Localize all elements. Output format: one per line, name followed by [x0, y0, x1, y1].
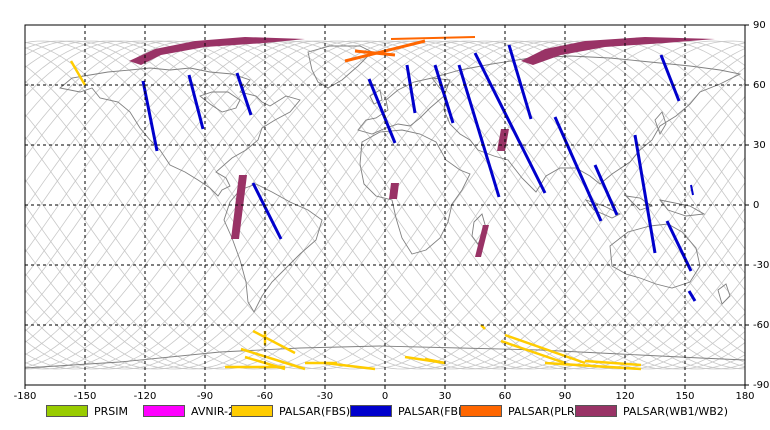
swath-fbs — [424, 357, 446, 365]
swath-fbd — [405, 64, 417, 114]
legend-label: AVNIR-2 — [191, 404, 235, 418]
y-tick-label: -90 — [753, 380, 769, 391]
swath-fbd — [473, 52, 547, 194]
swath-fbd — [507, 44, 533, 120]
swath-fbs — [480, 324, 486, 330]
x-tick-label: 0 — [382, 391, 388, 400]
orbit-track — [25, 40, 745, 370]
coverage-map: -180 -150 -120 -90 -60 -30 0 30 60 90 120 150 180 90… — [14, 20, 770, 400]
swath-wb-africa — [389, 183, 399, 199]
x-tick-label: 120 — [615, 391, 634, 400]
x-tick-label: 60 — [499, 391, 512, 400]
legend-item-palsar-wb: PALSAR(WB1/WB2) — [575, 404, 728, 418]
x-tick-label: 150 — [675, 391, 694, 400]
legend-swatch — [143, 405, 185, 417]
swath-fbd — [665, 220, 693, 272]
y-tick-label: 60 — [753, 80, 766, 91]
swath-layer — [69, 36, 715, 371]
swath-fbd — [457, 64, 501, 198]
legend-label: PALSAR(FBD) — [398, 404, 471, 418]
orbit-track — [25, 40, 745, 370]
swath-fbs — [240, 347, 306, 371]
swath-wb-madagascar — [475, 225, 489, 257]
x-tick-label: -180 — [14, 391, 37, 400]
x-tick-label: -150 — [74, 391, 97, 400]
swath-fbd — [235, 72, 253, 116]
swath-fbd — [659, 54, 681, 102]
legend-label: PALSAR(FBS) — [279, 404, 351, 418]
legend-item-palsar-plr: PALSAR(PLR) — [460, 404, 579, 418]
legend-swatch — [350, 405, 392, 417]
legend-label: PALSAR(PLR) — [508, 404, 579, 418]
swath-fbd — [633, 134, 657, 254]
swath-fbd — [553, 116, 603, 222]
legend-swatch — [46, 405, 88, 417]
swath-fbd — [251, 182, 283, 240]
swath-fbs — [584, 359, 642, 367]
swath-wb-andes — [231, 175, 247, 239]
swath-fbd — [690, 184, 694, 196]
swath-wb-siberia — [521, 37, 715, 65]
x-tick-label: -60 — [257, 391, 273, 400]
swath-fbd — [593, 164, 619, 216]
y-axis: 90 60 30 0 -30 -60 -90 — [745, 20, 769, 391]
y-tick-label: 30 — [753, 140, 766, 151]
legend: PRSIM AVNIR-2 PALSAR(FBS) PALSAR(FBD) PA… — [0, 400, 770, 422]
legend-item-palsar-fbd: PALSAR(FBD) — [350, 404, 471, 418]
orbit-track — [25, 40, 745, 370]
graticule — [25, 25, 745, 385]
x-tick-label: 180 — [735, 391, 754, 400]
legend-swatch — [231, 405, 273, 417]
x-tick-label: -30 — [317, 391, 333, 400]
swath-fbs — [504, 333, 586, 365]
swath-fbd — [187, 74, 205, 130]
y-tick-label: -60 — [753, 320, 769, 331]
y-tick-label: 0 — [753, 200, 759, 211]
swath-wb-alaska — [129, 37, 305, 65]
x-tick-label: 90 — [559, 391, 572, 400]
swath-fbs — [500, 339, 566, 365]
map-border — [24, 24, 746, 386]
legend-swatch — [460, 405, 502, 417]
x-tick-label: 30 — [439, 391, 452, 400]
swath-fbs-alaska — [69, 60, 87, 86]
swath-fbd — [367, 78, 397, 144]
swath-plr-3 — [390, 36, 476, 40]
y-tick-label: 90 — [753, 20, 766, 31]
swath-fbd — [433, 64, 455, 124]
legend-item-prsim: PRSIM — [46, 404, 128, 418]
legend-swatch — [575, 405, 617, 417]
swath-plr-2 — [354, 49, 396, 57]
legend-item-avnir2: AVNIR-2 — [143, 404, 235, 418]
legend-item-palsar-fbs: PALSAR(FBS) — [231, 404, 350, 418]
legend-label: PRSIM — [94, 404, 128, 418]
x-axis: -180 -150 -120 -90 -60 -30 0 30 60 90 120 150 180 — [14, 385, 755, 400]
y-tick-label: -30 — [753, 260, 769, 271]
swath-fbd — [687, 290, 697, 302]
legend-label: PALSAR(WB1/WB2) — [623, 404, 729, 418]
x-tick-label: -120 — [134, 391, 157, 400]
x-tick-label: -90 — [197, 391, 213, 400]
swath-fbs — [252, 329, 296, 355]
